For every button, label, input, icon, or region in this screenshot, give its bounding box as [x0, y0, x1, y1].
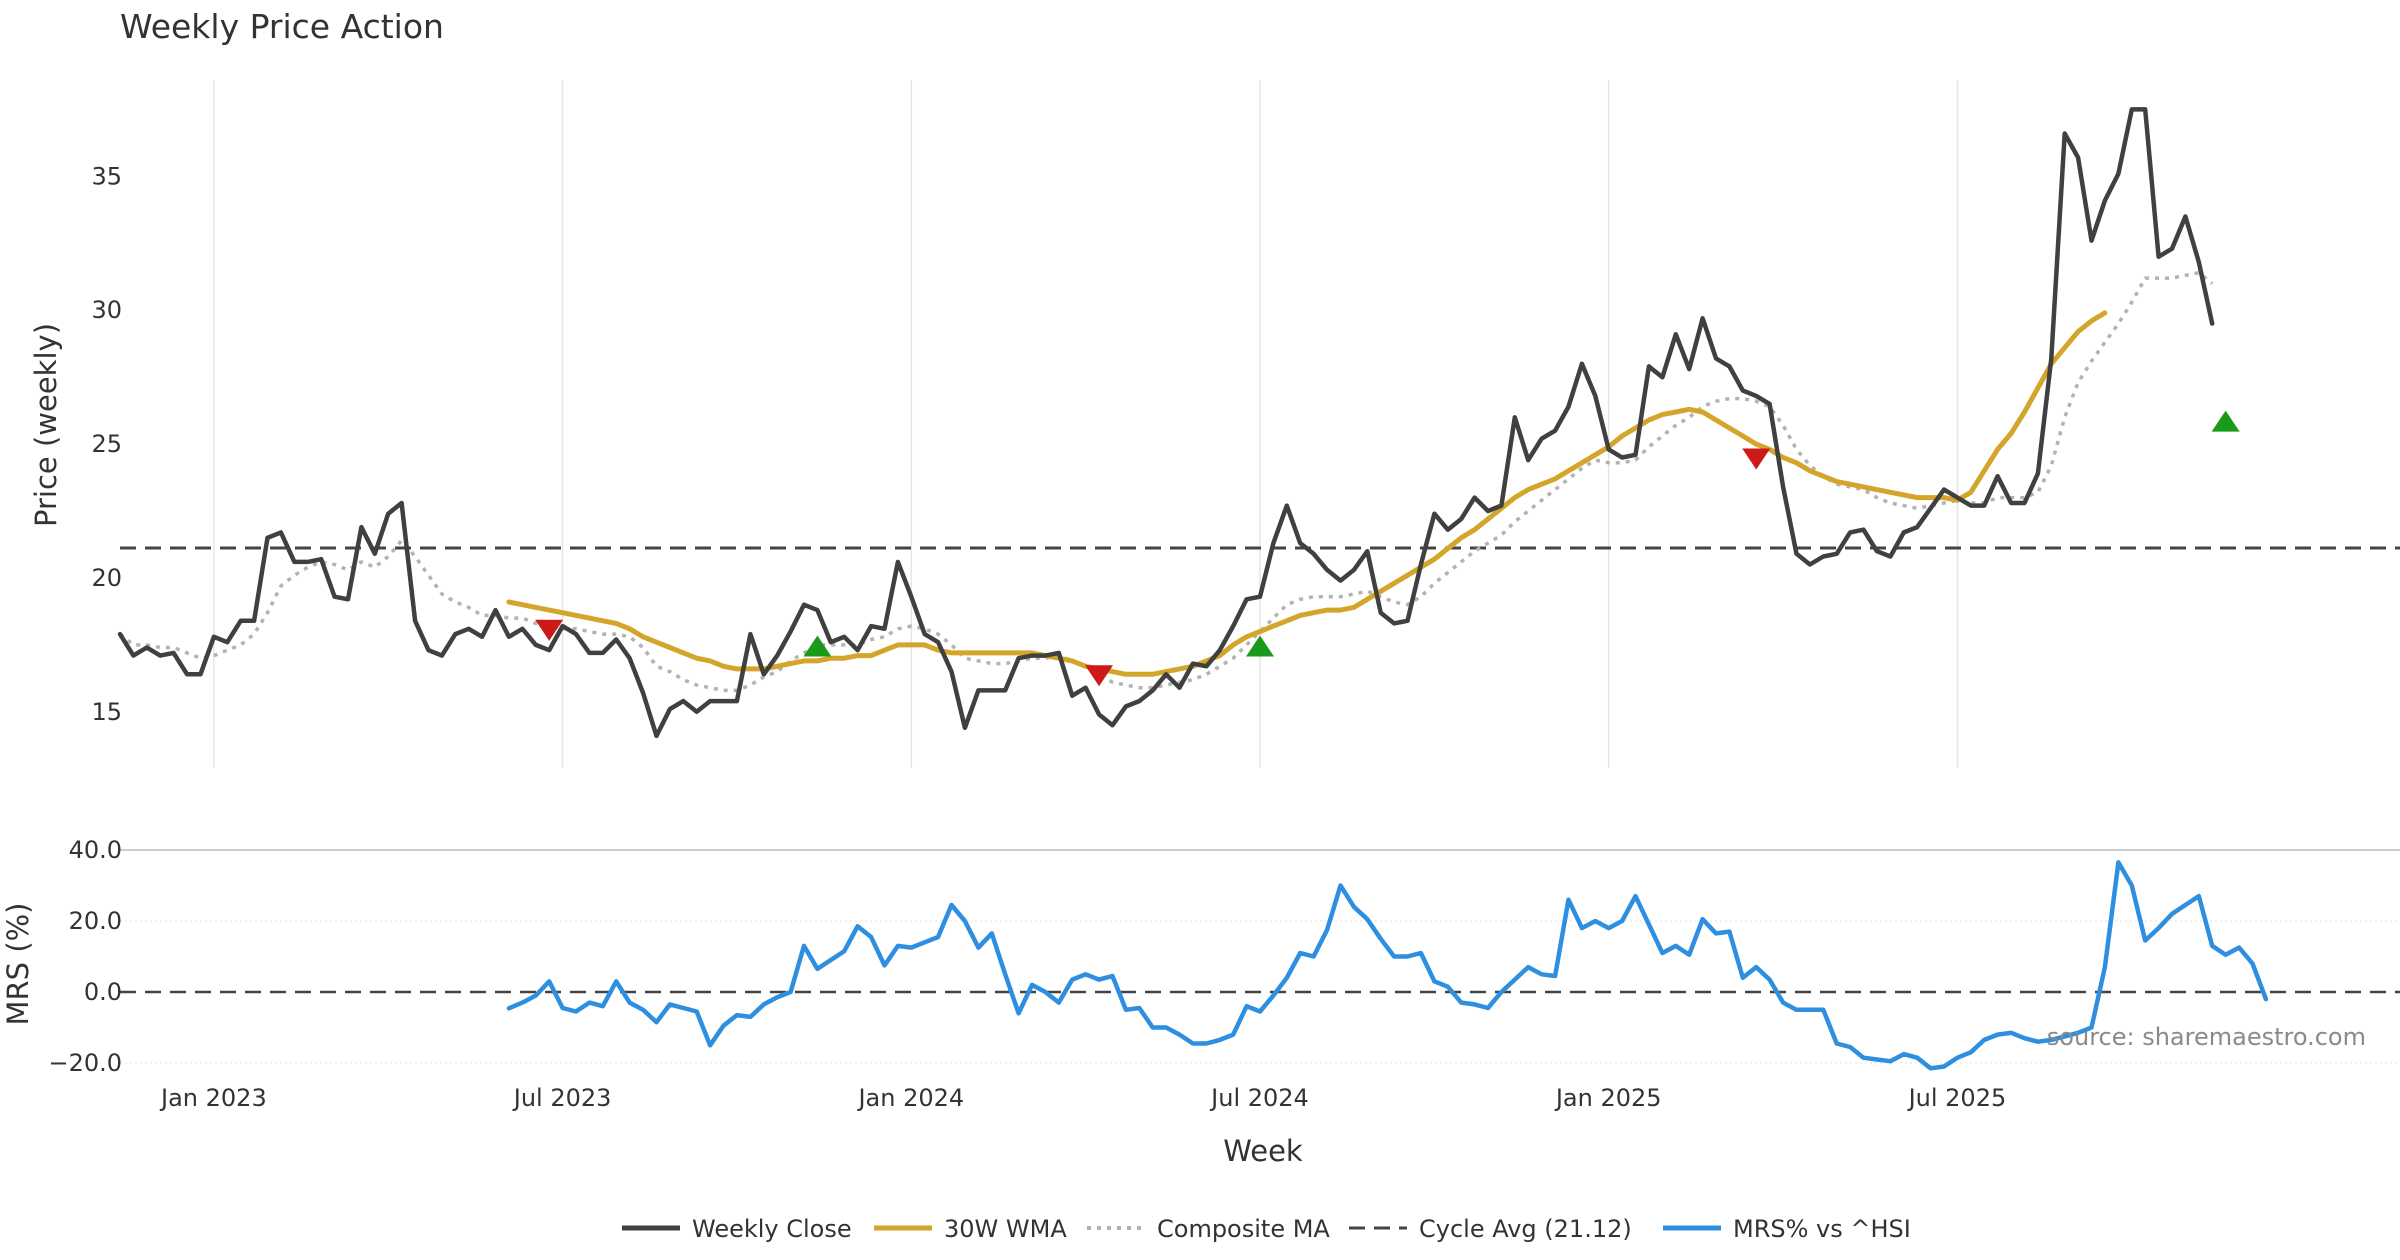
x-tick-label: Jul 2023 — [512, 1084, 612, 1112]
series-line-weekly-close — [117, 107, 2215, 739]
price-y-axis-label: Price (weekly) — [29, 323, 63, 527]
price-y-tick-label: 15 — [91, 698, 122, 726]
price-y-tick-label: 20 — [91, 564, 122, 592]
price-y-tick-label: 30 — [91, 296, 122, 324]
sell-signal-marker — [535, 619, 564, 641]
mrs-y-tick-label: 40.0 — [69, 836, 122, 864]
legend-label: MRS% vs ^HSI — [1733, 1215, 1911, 1243]
buy-signal-marker — [803, 635, 832, 657]
mrs-y-tick-label: 0.0 — [84, 978, 122, 1006]
x-tick-label: Jul 2024 — [1209, 1084, 1309, 1112]
price-y-ticks: 15 20 25 30 35 — [91, 162, 122, 725]
legend-label: Cycle Avg (21.12) — [1419, 1215, 1632, 1243]
series-line-composite-ma — [118, 270, 2214, 693]
mrs-series-group — [120, 860, 2400, 1071]
x-tick-label: Jul 2025 — [1907, 1084, 2007, 1112]
buy-signal-marker — [2211, 410, 2240, 432]
legend-label: Composite MA — [1157, 1215, 1330, 1243]
x-axis-ticks: Jan 2023 Jul 2023 Jan 2024 Jul 2024 Jan 2025… — [159, 1084, 2006, 1112]
legend-item-composite-ma: Composite MA — [1087, 1215, 1330, 1243]
legend-item-mrs-vs-hsi: MRS% vs ^HSI — [1663, 1215, 1911, 1243]
mrs-y-tick-label: −20.0 — [48, 1049, 122, 1077]
price-y-tick-label: 25 — [91, 430, 122, 458]
x-tick-label: Jan 2023 — [159, 1084, 267, 1112]
price-y-tick-label: 35 — [91, 162, 122, 190]
price-series-group — [117, 107, 2215, 739]
mrs-y-tick-label: 20.0 — [69, 907, 122, 935]
signal-markers — [535, 410, 2240, 687]
x-axis-label: Week — [1223, 1134, 1303, 1168]
legend-item-cycle-avg-21-12: Cycle Avg (21.12) — [1349, 1215, 1632, 1243]
legend: Weekly Close 30W WMA Composite MA Cycle Avg… — [622, 1215, 1911, 1243]
mrs-y-axis-label: MRS (%) — [1, 903, 35, 1026]
series-line-mrs-vs-hsi — [506, 860, 2269, 1071]
sell-signal-marker — [1742, 448, 1771, 470]
mrs-grid — [120, 849, 2400, 1064]
x-tick-label: Jan 2025 — [1554, 1084, 1662, 1112]
mrs-y-ticks: −20.0 0.0 20.0 40.0 — [48, 836, 122, 1077]
legend-label: 30W WMA — [944, 1215, 1067, 1243]
sell-signal-marker — [1085, 665, 1114, 687]
chart-title: Weekly Price Action — [120, 7, 444, 46]
legend-label: Weekly Close — [692, 1215, 852, 1243]
buy-signal-marker — [1246, 635, 1274, 657]
x-tick-label: Jan 2024 — [856, 1084, 964, 1112]
series-line-30w-wma — [506, 310, 2108, 677]
source-annotation: source: sharemaestro.com — [2047, 1023, 2366, 1051]
price-grid — [213, 80, 1959, 768]
legend-item-weekly-close: Weekly Close — [622, 1215, 852, 1243]
legend-item-30w-wma: 30W WMA — [874, 1215, 1067, 1243]
